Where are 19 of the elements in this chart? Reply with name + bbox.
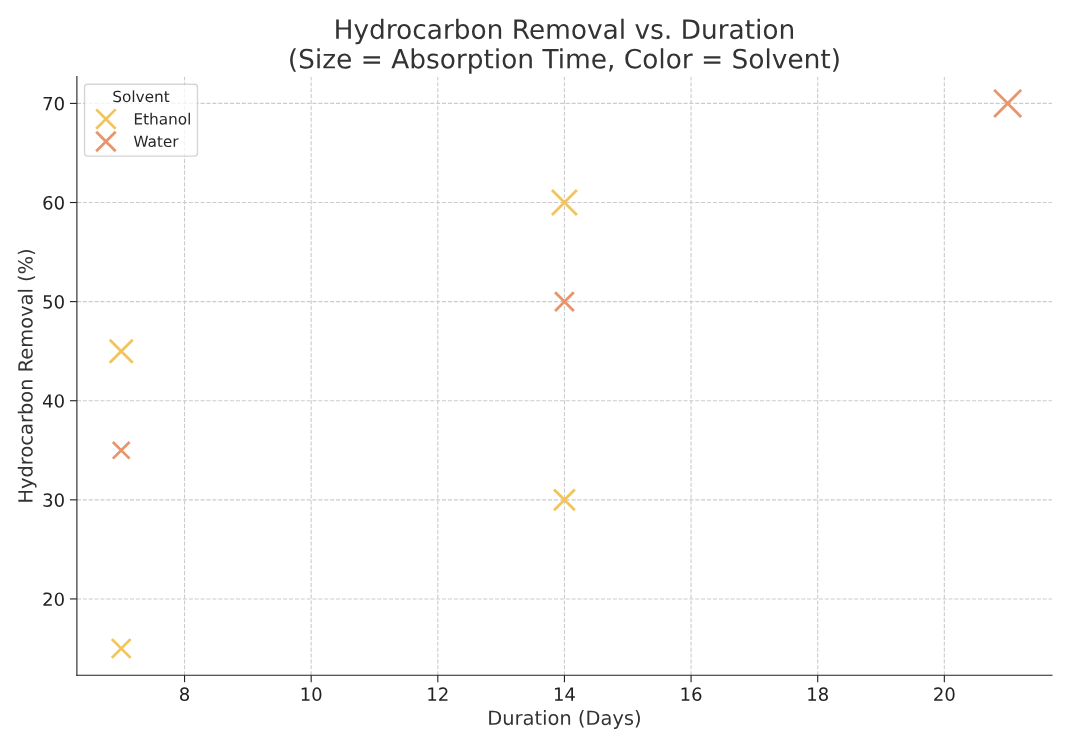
y-tick-label: 30 xyxy=(43,493,64,507)
y-tick-label: 20 xyxy=(43,592,64,607)
x-tick-label: 8 xyxy=(180,687,190,702)
y-tick-label: 40 xyxy=(43,394,64,408)
x-tick-label: 20 xyxy=(934,687,955,702)
legend-title: Solvent xyxy=(113,90,170,103)
chart-title: Hydrocarbon Removal vs. Duration (Size = Absorption Time, Color = Solvent) xyxy=(290,18,839,74)
x-tick-label: 16 xyxy=(681,687,702,702)
legend-label: Water xyxy=(133,135,179,148)
x-axis-title: Duration (Days) xyxy=(489,710,640,729)
x-tick-label: 10 xyxy=(301,687,322,702)
y-tick-label: 50 xyxy=(43,295,64,309)
y-tick-label: 70 xyxy=(43,96,64,111)
x-tick-label: 14 xyxy=(554,687,575,701)
legend-label: Ethanol xyxy=(134,112,190,125)
y-tick-label: 60 xyxy=(43,195,64,210)
x-tick-label: 18 xyxy=(808,687,828,702)
x-tick-label: 12 xyxy=(428,687,448,701)
y-axis-title: Hydrocarbon Removal (%) xyxy=(17,249,37,502)
